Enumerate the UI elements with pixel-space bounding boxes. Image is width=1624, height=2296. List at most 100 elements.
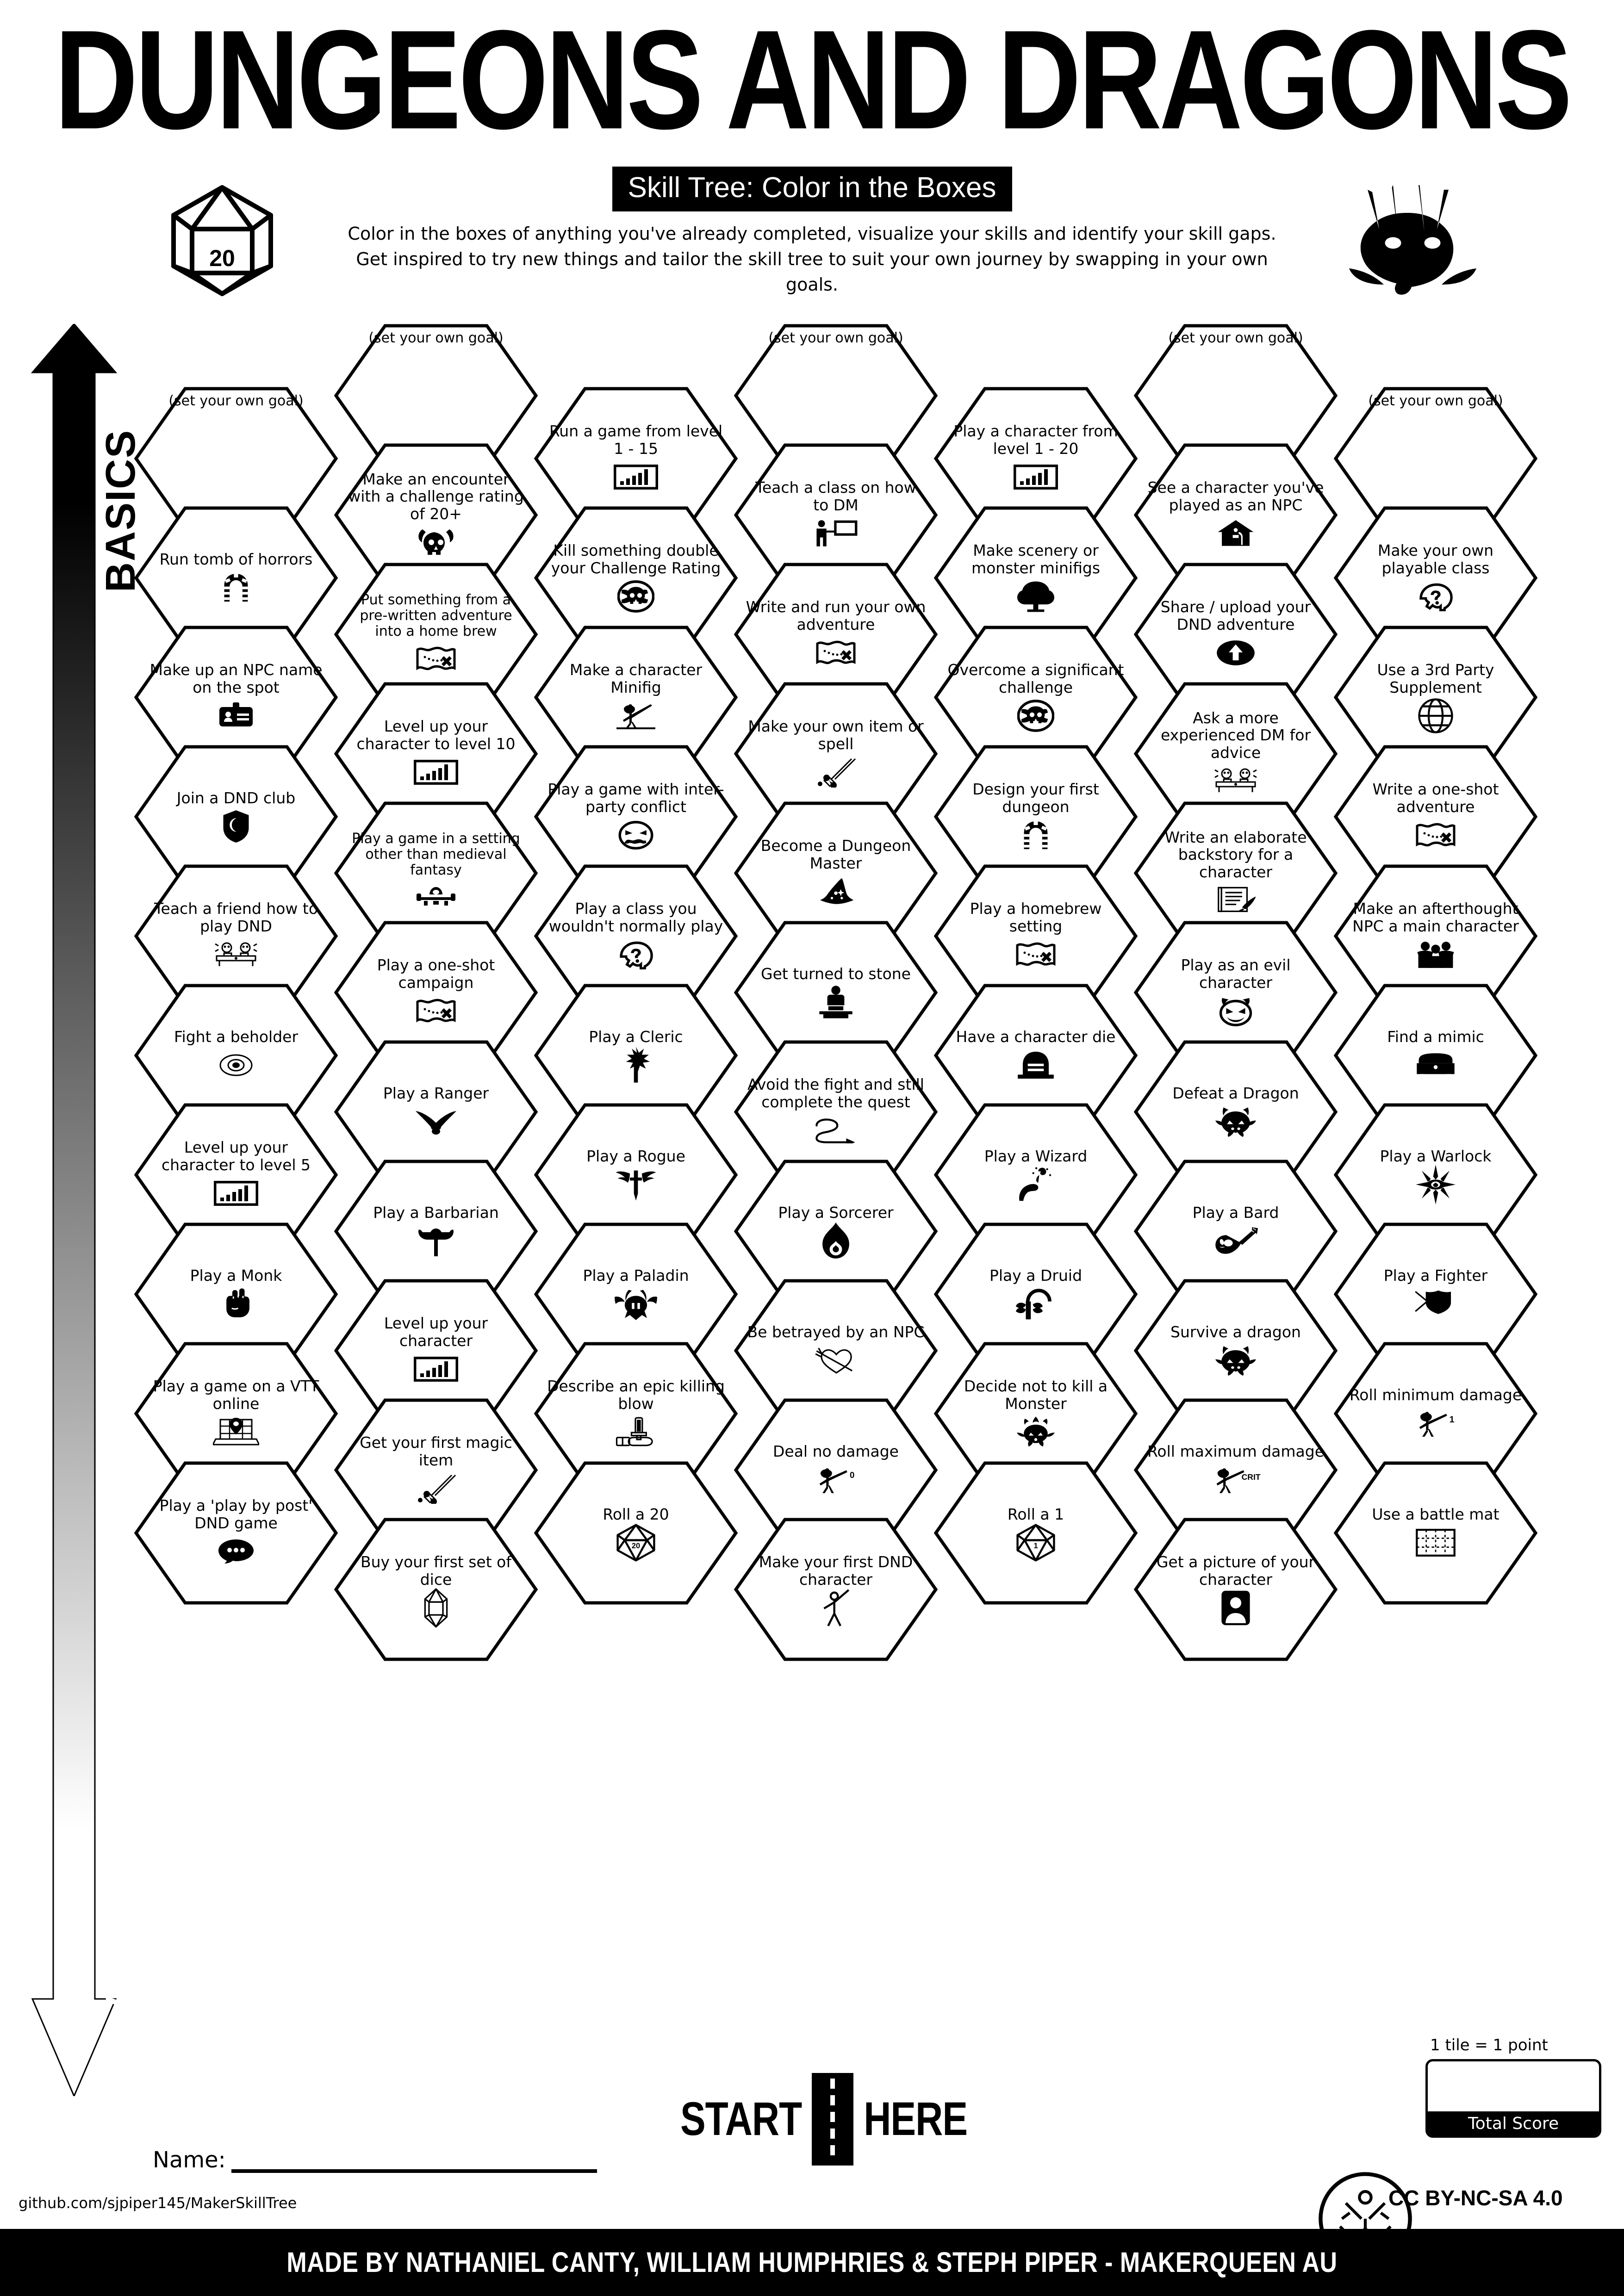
skill-tile-custom-goal[interactable]: (set your own goal) (334, 324, 538, 467)
skill-tile[interactable]: Write a one-shot adventure (1334, 745, 1537, 888)
treasure-map-icon (1014, 937, 1057, 972)
skill-tile-label: Make a character Minifig (569, 661, 703, 696)
skill-tile[interactable]: Describe an epic killing blow (534, 1342, 738, 1485)
two-people-table-icon (1213, 763, 1258, 798)
skill-tile[interactable]: Make scenery or monster minifigs (934, 506, 1138, 650)
skill-tile[interactable]: Play a class you wouldn't normally play (534, 864, 738, 1008)
dragon-heart-icon (1016, 1415, 1056, 1450)
skill-column-5: Play a character from level 1 - 20 Make s… (934, 387, 1138, 1605)
skill-tile[interactable]: Buy your first set of dice (334, 1518, 538, 1661)
skill-tile[interactable]: Teach a friend how to play DND (134, 864, 338, 1008)
credits-text: MADE BY NATHANIEL CANTY, WILLIAM HUMPHRI… (286, 2246, 1338, 2278)
id-card-icon (218, 698, 255, 733)
skill-tile[interactable]: Roll minimum damage 1 (1334, 1342, 1537, 1485)
skill-tile[interactable]: Have a character die (934, 984, 1138, 1127)
skill-tile[interactable]: Join a DND club (134, 745, 338, 888)
skill-tile-custom-goal[interactable]: (set your own goal) (734, 324, 938, 467)
skill-tile-label: Play a 'play by post' DND game (159, 1496, 313, 1532)
skill-tile[interactable]: Play a game in a setting other than medi… (334, 801, 538, 945)
location-pin-icon (220, 809, 252, 844)
skill-tile-label: Decide not to kill a Monster (964, 1377, 1108, 1413)
skill-tile[interactable]: Design your first dungeon (934, 745, 1138, 888)
skill-tile[interactable]: Make your first DND character (734, 1518, 938, 1661)
intro-blurb: Color in the boxes of anything you've al… (348, 223, 1276, 295)
skill-tile-custom-goal[interactable]: (set your own goal) (1134, 324, 1338, 467)
skill-tile[interactable]: Put something from a pre-written adventu… (334, 563, 538, 706)
skill-tile-label: Run a game from level 1 - 15 (549, 422, 723, 458)
skill-tile[interactable]: Write an elaborate backstory for a chara… (1134, 801, 1338, 945)
skill-tile-label: (set your own goal) (368, 330, 504, 346)
name-field-row[interactable]: Name: (153, 2147, 597, 2173)
skill-tile[interactable]: Play a Fighter (1334, 1222, 1537, 1366)
skill-tile-label: Play a game in a setting other than medi… (352, 830, 520, 879)
skill-tile-label: Play a Barbarian (373, 1204, 499, 1222)
skill-tile[interactable]: Share / upload your DND adventure (1134, 563, 1338, 706)
total-score-box[interactable]: Total Score (1425, 2059, 1601, 2138)
repo-url[interactable]: github.com/sjpiper145/MakerSkillTree (19, 2194, 297, 2212)
statue-icon (817, 985, 854, 1020)
skill-tile[interactable]: Make an encounter with a challenge ratin… (334, 443, 538, 587)
dragon-head-logo-icon (1347, 185, 1486, 303)
skill-tile[interactable]: Play a Druid (934, 1222, 1138, 1366)
skill-tile-label: Share / upload your DND adventure (1160, 598, 1311, 633)
skill-tile-label: Play a Fighter (1383, 1266, 1488, 1285)
winged-helm-icon (614, 1286, 658, 1322)
skill-tile[interactable]: Use a battle mat (1334, 1461, 1537, 1605)
skill-tile[interactable]: Level up your character to level 10 (334, 682, 538, 825)
skill-tile[interactable]: Get your first magic item (334, 1398, 538, 1542)
skill-tile[interactable]: Run a game from level 1 - 15 (534, 387, 738, 530)
skill-tile-label: Get your first magic item (360, 1433, 512, 1469)
skill-tile[interactable]: Decide not to kill a Monster (934, 1342, 1138, 1485)
skill-tile[interactable]: Make up an NPC name on the spot (134, 626, 338, 769)
skill-tile-custom-goal[interactable]: (set your own goal) (134, 387, 338, 530)
level-bars-icon (214, 1176, 258, 1211)
skill-tile[interactable]: Play a Paladin (534, 1222, 738, 1366)
skill-tile[interactable]: Make an afterthought NPC a main characte… (1334, 864, 1537, 1008)
skill-tile[interactable]: Level up your character to level 5 (134, 1103, 338, 1247)
skill-tile-label: Level up your character to level 10 (356, 717, 516, 753)
skill-tile-label: Kill something double your Challenge Rat… (551, 541, 721, 577)
skill-tile[interactable]: Play a Sorcerer (734, 1160, 938, 1303)
skill-tile[interactable]: Use a 3rd Party Supplement (1334, 626, 1537, 769)
skill-tile[interactable]: Get a picture of your character (1134, 1518, 1338, 1661)
skill-tile-label: Play a Druid (989, 1266, 1083, 1285)
skill-tile[interactable]: Write and run your own adventure (734, 563, 938, 706)
skill-tile[interactable]: Make a character Minifig (534, 626, 738, 769)
skill-tile-label: Make your own playable class (1377, 541, 1494, 577)
skill-tile[interactable]: Become a Dungeon Master (734, 801, 938, 945)
stick-figure-zero-icon: 0 (814, 1462, 858, 1497)
skill-tile[interactable]: Play a homebrew setting (934, 864, 1138, 1008)
skill-tile-label: Play a Wizard (984, 1147, 1088, 1166)
skill-tile-label: Ask a more experienced DM for advice (1160, 708, 1311, 762)
skill-tile[interactable]: Play a Warlock (1334, 1103, 1537, 1247)
skill-tile-label: Play a Sorcerer (778, 1204, 894, 1222)
skill-tile[interactable]: Play a 'play by post' DND game (134, 1461, 338, 1605)
skill-tile[interactable]: Survive a dragon (1134, 1279, 1338, 1422)
sword-shield-icon (1413, 1286, 1458, 1322)
skill-tile[interactable]: Play a Cleric (534, 984, 738, 1127)
skill-tile[interactable]: Overcome a significant challenge (934, 626, 1138, 769)
skill-tile[interactable]: Roll a 1 1 (934, 1461, 1138, 1605)
skill-tile[interactable]: Play a Rogue (534, 1103, 738, 1247)
skill-tile-label: Play a one-shot campaign (377, 956, 495, 992)
skill-tile[interactable]: Play a Monk (134, 1222, 338, 1366)
skill-tile[interactable]: Defeat a Dragon (1134, 1040, 1338, 1184)
skill-tile[interactable]: Be betrayed by an NPC (734, 1279, 938, 1422)
skill-tile[interactable]: Get turned to stone (734, 921, 938, 1064)
skill-tile[interactable]: Avoid the fight and still complete the q… (734, 1040, 938, 1184)
skill-tile-label: Use a 3rd Party Supplement (1377, 661, 1494, 696)
skill-tile[interactable]: Ask a more experienced DM for advice (1134, 682, 1338, 825)
skill-column-7: (set your own goal) Make your own playabl… (1334, 387, 1537, 1605)
skill-tile[interactable]: Roll a 20 20 (534, 1461, 738, 1605)
sickle-leaves-icon (1016, 1286, 1056, 1322)
name-input-line[interactable] (231, 2163, 597, 2173)
scroll-quill-icon (1214, 882, 1257, 918)
skill-tile[interactable]: Play as an evil character (1134, 921, 1338, 1064)
skill-tile[interactable]: Make your own item or spell (734, 682, 938, 825)
skill-tile-label: Write an elaborate backstory for a chara… (1164, 828, 1307, 881)
skill-tile-custom-goal[interactable]: (set your own goal) (1334, 387, 1537, 530)
start-here-marker: START HERE (662, 2073, 986, 2166)
skill-tile-label: Run tomb of horrors (159, 550, 313, 569)
skill-tile[interactable]: Play a game on a VTT online (134, 1342, 338, 1485)
license-text: CC BY-NC-SA 4.0 (1388, 2186, 1563, 2210)
